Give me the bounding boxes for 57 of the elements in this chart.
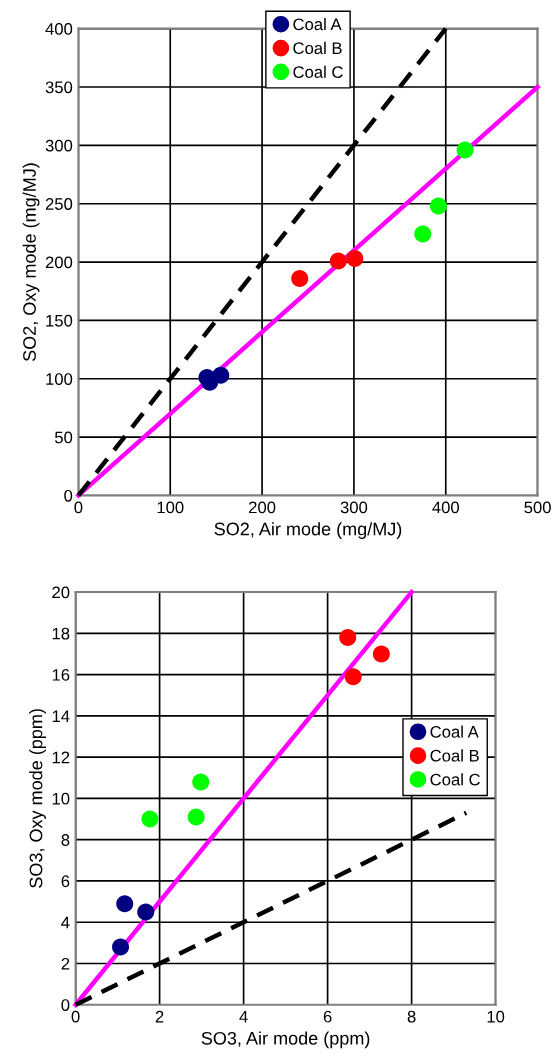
y-tick-label: 0	[64, 489, 73, 502]
y-tick-label: 400	[45, 23, 73, 35]
y-tick-label: 2	[61, 957, 70, 970]
y-tick-label: 8	[61, 834, 70, 846]
point	[187, 808, 205, 826]
y-tick-label: 100	[46, 373, 73, 385]
y-tick-label: 50	[54, 431, 73, 444]
legend-label: Coal C	[293, 65, 343, 78]
point	[212, 366, 230, 384]
x-tick-label: 300	[340, 501, 368, 514]
y-tick-label: 6	[61, 875, 70, 888]
y-tick-label: 10	[52, 792, 70, 805]
y-tick-label: 14	[52, 710, 70, 722]
y-tick-label: 16	[52, 668, 70, 681]
legend-label: Coal B	[430, 749, 479, 762]
point	[116, 895, 134, 913]
y-tick-label: 150	[46, 314, 73, 327]
x-tick-label: 100	[157, 501, 184, 514]
x-tick-label: 4	[239, 1010, 248, 1023]
point	[112, 938, 130, 956]
x-axis-title: SO2, Air mode (mg/MJ)	[214, 522, 402, 539]
point	[291, 269, 309, 287]
y-tick-label: 200	[45, 256, 73, 269]
y-tick-label: 20	[52, 586, 70, 599]
y-tick-label: 350	[45, 81, 73, 94]
y-axis-title: SO3, Oxy mode (ppm)	[29, 709, 46, 888]
point	[344, 668, 362, 686]
point	[414, 225, 432, 243]
y-tick-label: 18	[52, 627, 70, 640]
x-tick-label: 200	[249, 501, 276, 514]
y-tick-label: 250	[45, 198, 73, 210]
point	[429, 197, 447, 215]
legend-label: Coal A	[430, 725, 479, 738]
y-tick-label: 0	[61, 999, 70, 1011]
legend-label: Coal B	[293, 41, 342, 55]
point	[372, 645, 390, 663]
y-tick-label: 4	[61, 916, 70, 929]
x-tick-label: 6	[323, 1010, 332, 1023]
x-tick-label: 10	[487, 1010, 505, 1023]
point	[192, 773, 210, 791]
x-tick-label: 2	[155, 1010, 164, 1023]
y-axis-title: SO2, Oxy mode (mg/MJ)	[22, 163, 40, 362]
y-tick-label: 300	[45, 139, 73, 152]
x-tick-label: 500	[524, 501, 551, 514]
point	[456, 141, 474, 159]
point	[141, 810, 159, 828]
x-tick-label: 8	[407, 1010, 416, 1023]
point	[137, 903, 155, 921]
legend-label: Coal A	[293, 17, 342, 31]
point	[339, 628, 357, 646]
point	[329, 252, 347, 270]
legend-label: Coal C	[430, 773, 480, 786]
x-tick-label: 400	[432, 501, 460, 514]
point	[346, 250, 364, 268]
x-axis-title: SO3, Air mode (ppm)	[201, 1031, 370, 1049]
x-tick-label: 0	[74, 501, 83, 514]
y-tick-label: 12	[52, 751, 70, 764]
